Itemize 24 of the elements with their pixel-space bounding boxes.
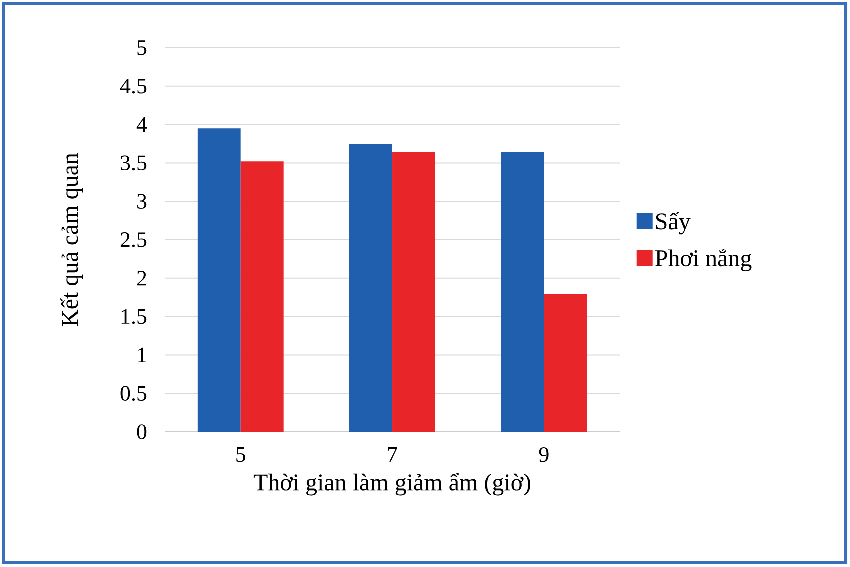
y-tick-label: 0.5 [120,386,147,402]
x-tick-label: 5 [236,448,246,462]
y-tick-label: 2 [137,271,146,286]
x-tick-label: 9 [539,448,549,462]
y-tick-label: 2.5 [120,232,147,248]
y-tick-label: 3 [138,194,147,209]
x-tick-label: 7 [388,448,398,462]
bar [350,144,393,432]
y-tick-label: 4 [136,118,148,132]
bar [544,294,588,432]
y-tick-label: 4.5 [120,79,147,94]
y-axis-title: Kết quả cảm quan [60,153,84,326]
y-tick-label: 5 [138,40,147,56]
x-axis-title: Thời gian làm giảm ẩm (giờ) [254,473,530,496]
y-tick-label: 0 [137,424,147,440]
bar [392,152,436,432]
legend-label: Phơi nắng [656,249,752,272]
bar [240,162,284,432]
y-tick-label: 1 [138,348,146,362]
bar [501,152,544,432]
legend-label: Sấy [656,212,691,235]
bar [198,128,241,432]
y-tick-label: 1.5 [122,309,147,324]
y-tick-label: 3.5 [121,156,147,171]
